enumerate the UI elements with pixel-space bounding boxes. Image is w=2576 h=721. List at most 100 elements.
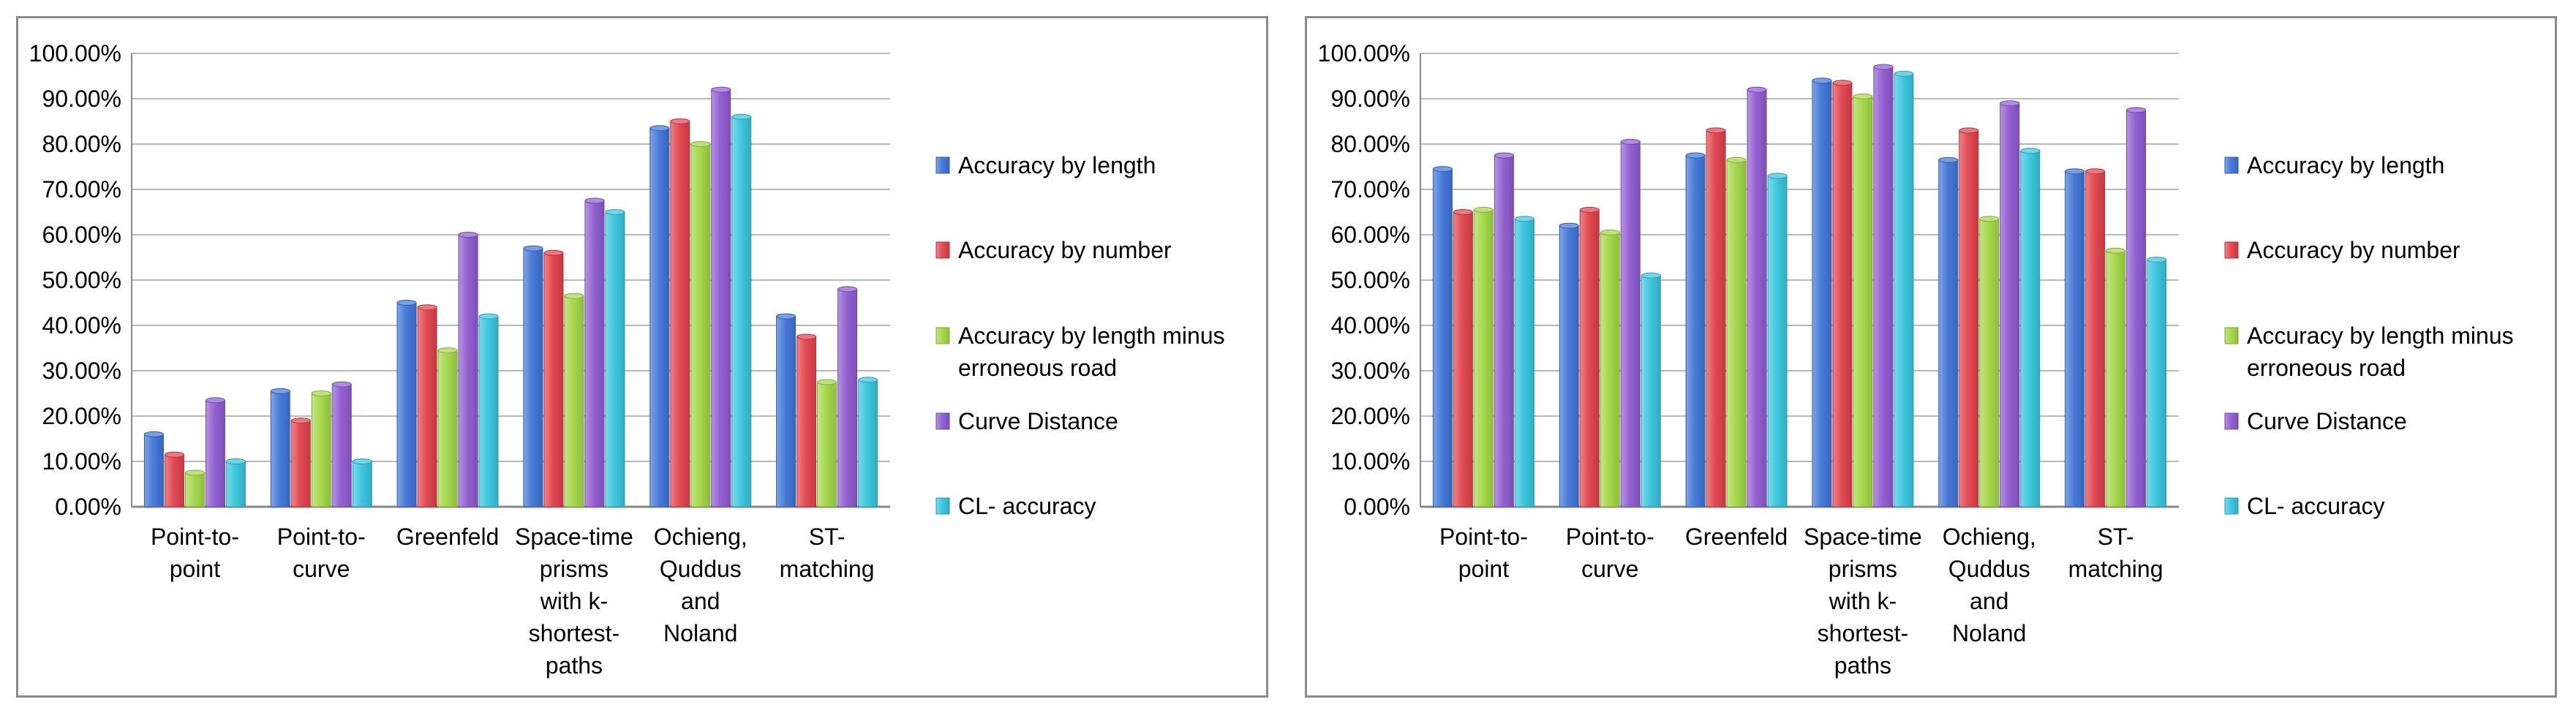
x-category-label: ST- [809, 524, 846, 550]
legend-swatch [2224, 156, 2239, 174]
chart-panel-left: 0.00% 10.00% 20.00% 30.00% 40.00% 50.00% 60.00… [16, 16, 1268, 698]
bar [649, 125, 670, 507]
bar [2065, 168, 2085, 507]
x-category-label: curve [1581, 556, 1638, 582]
bar [1685, 152, 1706, 507]
bar [1620, 138, 1641, 507]
y-tick-label: 30.00% [42, 358, 121, 384]
bar-chart-left: 0.00% 10.00% 20.00% 30.00% 40.00% 50.00% 60.00… [29, 40, 1225, 679]
x-category-label: with k- [1829, 588, 1897, 614]
y-tick-label: 10.00% [42, 448, 121, 475]
legend-entry: Accuracy by number [935, 237, 1172, 263]
bar [1894, 70, 1914, 507]
y-tick-label: 20.00% [1330, 403, 1410, 429]
legend-swatch [935, 156, 950, 174]
legend-swatch [2224, 497, 2239, 515]
bar [2147, 257, 2167, 507]
bar [543, 249, 564, 507]
legend-label: Accuracy by number [2247, 237, 2460, 263]
bar [1767, 173, 1788, 507]
legend-label: Accuracy by length [958, 152, 1156, 178]
legend-label: Curve Distance [958, 408, 1118, 434]
x-category-label: shortest- [1818, 620, 1908, 646]
bar [1579, 206, 1600, 507]
bar [458, 232, 478, 507]
legend-label: erroneous road [2247, 355, 2406, 381]
bar [184, 469, 205, 507]
legend-entry: CL- accuracy [2224, 493, 2385, 519]
legend-entry: Accuracy by length [2224, 152, 2444, 178]
bar [1812, 78, 1832, 507]
x-category-label: Point-to- [1566, 524, 1654, 550]
bar [352, 458, 372, 507]
y-tick-label: 60.00% [42, 222, 121, 248]
legend-label: CL- accuracy [2247, 493, 2385, 519]
chart-panel-right: 0.00% 10.00% 20.00% 30.00% 40.00% 50.00% 60.00… [1305, 16, 2557, 698]
legend-label: erroneous road [958, 355, 1117, 381]
bar [1747, 86, 1767, 507]
y-tick-label: 50.00% [1330, 267, 1410, 293]
x-category-label: Noland [1952, 620, 2026, 646]
bar [290, 418, 311, 507]
x-category-label: prisms [1829, 556, 1897, 582]
x-category-label: paths [1834, 652, 1891, 679]
bar [1559, 222, 1579, 507]
x-category-label: shortest- [529, 620, 619, 646]
bar [1432, 166, 1453, 507]
x-category-label: Quddus [1948, 556, 2030, 582]
y-tick-label: 30.00% [1330, 358, 1410, 384]
bar [776, 313, 796, 507]
legend-swatch [935, 412, 950, 430]
bar [2020, 148, 2041, 507]
x-category-label: Point-to- [277, 524, 366, 550]
bar [1641, 272, 1661, 507]
bar [1979, 216, 2000, 507]
x-category-label: ST- [2098, 524, 2134, 550]
y-tick-label: 80.00% [42, 131, 121, 157]
bar [817, 379, 837, 507]
bar [225, 458, 246, 507]
y-tick-label: 60.00% [1330, 222, 1410, 248]
bar [1853, 93, 1873, 507]
x-category-label: Space-time [1804, 524, 1922, 550]
legend-entry: Accuracy by length minus erroneous road [935, 322, 1225, 381]
bar [2085, 168, 2106, 507]
legend-label: Accuracy by number [958, 237, 1172, 263]
bar [690, 141, 711, 507]
bar [164, 451, 184, 507]
x-category-label: Greenfeld [396, 524, 500, 550]
bar [584, 197, 605, 507]
y-tick-label: 10.00% [1330, 448, 1410, 475]
y-tick-label: 20.00% [42, 403, 121, 429]
legend-label: CL- accuracy [958, 493, 1096, 519]
bar [858, 377, 878, 507]
legend-swatch [2224, 241, 2239, 259]
x-category-label: Noland [663, 620, 737, 646]
y-tick-label: 90.00% [42, 86, 121, 112]
x-category-label: point [1458, 556, 1510, 582]
y-tick-label: 100.00% [1318, 40, 1410, 67]
bar [2126, 107, 2147, 507]
x-category-label: paths [546, 652, 603, 679]
y-tick-label: 80.00% [1330, 131, 1410, 157]
x-category-label: Quddus [660, 556, 742, 582]
x-category-label: and [681, 588, 720, 614]
legend-label: Accuracy by length [2247, 152, 2444, 178]
legend-swatch [2224, 327, 2239, 344]
legend-swatch [935, 327, 950, 344]
legend-label: Accuracy by length minus [2247, 322, 2514, 349]
legend-entry: Curve Distance [2224, 408, 2407, 434]
x-category-label: matching [2068, 556, 2163, 582]
bar [1938, 156, 1959, 507]
bar [417, 304, 437, 507]
x-category-label: with k- [540, 588, 608, 614]
legend-entry: Accuracy by length minus erroneous road [2224, 322, 2514, 381]
bar [1453, 209, 1473, 507]
bar [478, 313, 499, 507]
x-category-label: Greenfeld [1685, 524, 1788, 550]
bar [796, 333, 817, 507]
bar [1726, 156, 1747, 507]
bar [2106, 247, 2126, 507]
x-category-label: Ochieng, [1943, 524, 2036, 550]
bar [1959, 127, 1979, 507]
